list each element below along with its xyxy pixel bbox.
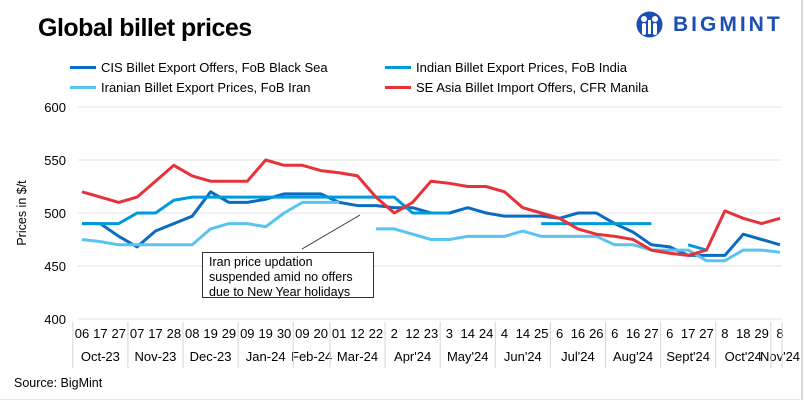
x-tick-label: 01 [332, 326, 346, 341]
x-month-label: Nov-23 [135, 349, 177, 364]
x-tick-label: 17 [148, 326, 162, 341]
series-line-2 [375, 227, 781, 263]
x-tick-label: 26 [589, 326, 603, 341]
y-tick-label: 450 [44, 259, 66, 274]
x-tick-label: 8 [776, 326, 783, 341]
legend-swatch [385, 66, 411, 69]
x-month-label: Oct-23 [81, 349, 120, 364]
x-tick-label: 6 [556, 326, 563, 341]
x-tick-label: 28 [167, 326, 181, 341]
legend-item-seasia: SE Asia Billet Import Offers, CFR Manila [385, 80, 648, 95]
legend-label: CIS Billet Export Offers, FoB Black Sea [101, 60, 328, 75]
x-month-label: Oct'24 [725, 349, 762, 364]
logo-people-icon [636, 11, 663, 38]
x-month-label: Dec-23 [190, 349, 232, 364]
x-tick-label: 19 [203, 326, 217, 341]
x-tick-label: 07 [130, 326, 144, 341]
annotation-line: due to New Year holidays [209, 285, 351, 299]
x-tick-label: 09 [295, 326, 309, 341]
y-tick-label: 500 [44, 206, 66, 221]
annotation-pointer [301, 214, 361, 250]
x-tick-label: 23 [424, 326, 438, 341]
y-tick-label: 400 [44, 312, 66, 327]
x-tick-label: 27 [112, 326, 126, 341]
x-tick-label: 17 [93, 326, 107, 341]
x-tick-label: 27 [699, 326, 713, 341]
x-tick-label: 6 [611, 326, 618, 341]
x-tick-label: 09 [240, 326, 254, 341]
x-tick-label: 30 [277, 326, 291, 341]
y-axis-label: Prices in $/t [15, 180, 29, 246]
x-tick-label: 24 [479, 326, 493, 341]
x-tick-label: 12 [405, 326, 419, 341]
x-tick-label: 3 [446, 326, 453, 341]
x-month-label: Jan-24 [246, 349, 286, 364]
x-month-label: Apr'24 [394, 349, 431, 364]
x-month-label: May'24 [447, 349, 489, 364]
legend-label: Iranian Billet Export Prices, FoB Iran [101, 80, 311, 95]
x-month-label: Nov'24 [760, 349, 800, 364]
x-tick-label: 29 [754, 326, 768, 341]
x-tick-label: 6 [666, 326, 673, 341]
y-tick-label: 600 [44, 100, 66, 115]
series-line-1 [82, 195, 450, 226]
legend-label: SE Asia Billet Import Offers, CFR Manila [416, 80, 649, 95]
series-line-1 [687, 243, 707, 252]
x-tick-label: 22 [369, 326, 383, 341]
x-tick-label: 18 [736, 326, 750, 341]
x-tick-label: 19 [258, 326, 272, 341]
annotation-line: suspended amid no offers [209, 270, 353, 284]
x-month-label: Feb-24 [291, 349, 332, 364]
annotation-box: Iran price updation suspended amid no of… [202, 252, 374, 299]
legend-swatch [70, 86, 96, 89]
logo-text: BIGMINT [673, 12, 783, 36]
x-month-label: Aug'24 [613, 349, 653, 364]
x-tick-label: 4 [501, 326, 508, 341]
legend-label: Indian Billet Export Prices, FoB India [416, 60, 627, 75]
x-tick-label: 2 [391, 326, 398, 341]
bigmint-logo: BIGMINT [636, 11, 783, 38]
x-tick-label: 12 [350, 326, 364, 341]
x-tick-label: 8 [721, 326, 728, 341]
x-tick-label: 08 [185, 326, 199, 341]
x-tick-label: 14 [461, 326, 475, 341]
legend-item-india: Indian Billet Export Prices, FoB India [385, 60, 627, 75]
x-tick-label: 17 [681, 326, 695, 341]
x-tick-label: 16 [571, 326, 585, 341]
x-month-label: Mar-24 [337, 349, 378, 364]
x-tick-label: 20 [314, 326, 328, 341]
legend-swatch [385, 86, 411, 89]
x-month-label: Jun'24 [504, 349, 542, 364]
x-tick-label: 25 [534, 326, 548, 341]
x-tick-label: 27 [644, 326, 658, 341]
x-month-label: Sept'24 [666, 349, 710, 364]
annotation-line: Iran price updation [209, 255, 313, 269]
x-tick-label: 14 [516, 326, 530, 341]
series-line-2 [81, 200, 340, 247]
chart-title: Global billet prices [38, 14, 252, 42]
legend-item-cis: CIS Billet Export Offers, FoB Black Sea [70, 60, 328, 75]
legend-item-iran: Iranian Billet Export Prices, FoB Iran [70, 80, 311, 95]
x-tick-label: 06 [75, 326, 89, 341]
series-line-3 [81, 158, 781, 257]
x-tick-label: 16 [626, 326, 640, 341]
x-tick-label: 29 [222, 326, 236, 341]
source-note: Source: BigMint [14, 376, 103, 390]
y-tick-label: 550 [44, 153, 66, 168]
legend-swatch [70, 66, 96, 69]
x-month-label: Jul'24 [561, 349, 595, 364]
